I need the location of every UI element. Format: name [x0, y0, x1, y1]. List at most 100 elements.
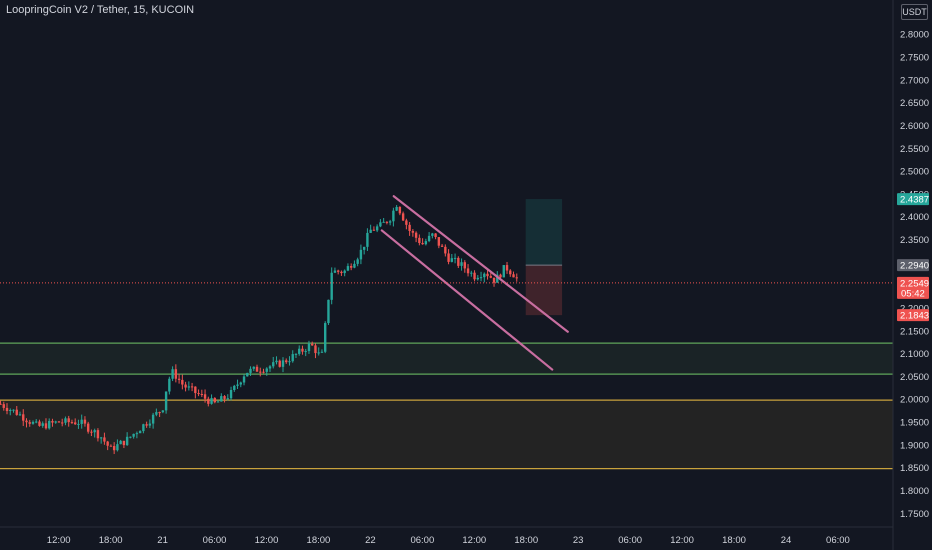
y-tick-label: 2.7000 — [900, 75, 929, 86]
candle — [369, 229, 372, 233]
x-tick-label: 06:00 — [618, 535, 642, 546]
candle — [317, 352, 320, 354]
zone-demand[interactable] — [0, 400, 893, 469]
candle — [398, 206, 402, 214]
x-tick-label: 06:00 — [203, 535, 227, 546]
candle — [148, 423, 152, 426]
candle — [294, 353, 298, 355]
candle — [285, 360, 288, 363]
candle — [431, 233, 434, 236]
zone-support[interactable] — [0, 343, 893, 375]
candle — [35, 421, 38, 423]
channel-line-lower[interactable] — [380, 229, 554, 371]
candle — [392, 210, 395, 222]
chart-title: LoopringCoin V2 / Tether, 15, KUCOIN — [6, 4, 195, 16]
candle — [38, 421, 41, 426]
candle — [395, 206, 398, 211]
candle — [155, 412, 158, 415]
candle — [12, 409, 15, 411]
candle — [362, 246, 366, 250]
candle — [233, 385, 236, 391]
candle — [457, 257, 460, 266]
candle — [216, 401, 220, 403]
candle — [405, 220, 408, 225]
position-target-zone[interactable] — [525, 199, 563, 266]
candle — [272, 362, 275, 367]
y-tick-label: 1.8500 — [900, 463, 929, 474]
price-tag-label: 2.2549 — [900, 278, 929, 289]
candle — [61, 422, 64, 424]
candle — [476, 277, 479, 280]
candle — [67, 418, 70, 423]
x-tick-label: 18:00 — [514, 535, 538, 546]
candle — [301, 348, 304, 352]
candle — [281, 360, 285, 367]
candle — [450, 258, 454, 262]
x-tick-label: 12:00 — [255, 535, 279, 546]
price-tag-label: 2.4387 — [900, 195, 929, 206]
candle — [229, 390, 233, 399]
y-tick-label: 1.9000 — [900, 440, 929, 451]
candle — [129, 436, 132, 438]
candle — [512, 274, 515, 278]
candle — [187, 386, 191, 388]
candle — [197, 393, 200, 395]
candle — [453, 257, 457, 259]
x-tick-label: 06:00 — [826, 535, 850, 546]
candle — [463, 262, 467, 269]
y-tick-label: 2.2000 — [900, 303, 929, 314]
candle — [142, 424, 145, 432]
candle — [83, 419, 87, 424]
candle — [340, 271, 343, 274]
y-tick-label: 2.0500 — [900, 372, 929, 383]
candle — [15, 409, 18, 415]
candle — [70, 422, 74, 424]
candle — [427, 235, 431, 242]
candle — [96, 430, 100, 439]
candle — [408, 224, 411, 232]
candle — [207, 398, 210, 404]
candle — [184, 384, 187, 388]
candle — [466, 268, 470, 274]
y-tick-label: 2.1000 — [900, 349, 929, 360]
candle — [48, 420, 51, 429]
candle — [444, 246, 447, 254]
candle — [437, 237, 441, 246]
candle — [333, 270, 337, 273]
candle — [483, 273, 486, 278]
price-tag-label: 2.1843 — [900, 311, 929, 322]
x-tick-label: 12:00 — [47, 535, 71, 546]
candle — [90, 431, 93, 433]
channel-line-upper[interactable] — [392, 195, 569, 333]
candle — [440, 245, 444, 247]
candle — [323, 323, 327, 352]
candle — [190, 386, 194, 388]
y-tick-label: 2.3500 — [900, 235, 929, 246]
position-stop-zone[interactable] — [525, 265, 563, 316]
candle — [298, 348, 301, 354]
x-tick-label: 21 — [157, 535, 168, 546]
countdown-label: 05:42 — [901, 288, 925, 299]
candle — [509, 270, 512, 275]
candle — [382, 221, 385, 223]
y-tick-label: 2.0000 — [900, 395, 929, 406]
candle — [51, 420, 54, 423]
candle — [288, 361, 291, 363]
price-tag — [897, 309, 929, 322]
candle — [275, 360, 278, 363]
candle — [106, 441, 109, 446]
candle — [252, 366, 255, 369]
candle — [349, 266, 353, 268]
candle — [194, 386, 197, 394]
candle — [2, 404, 5, 408]
candle — [5, 407, 9, 411]
candle — [86, 423, 90, 432]
candle — [31, 421, 35, 424]
currency-button[interactable]: USDT — [901, 4, 928, 20]
candle — [0, 403, 2, 405]
candle — [64, 418, 67, 423]
candle — [116, 444, 119, 451]
candle — [379, 222, 382, 227]
candle — [502, 265, 505, 278]
